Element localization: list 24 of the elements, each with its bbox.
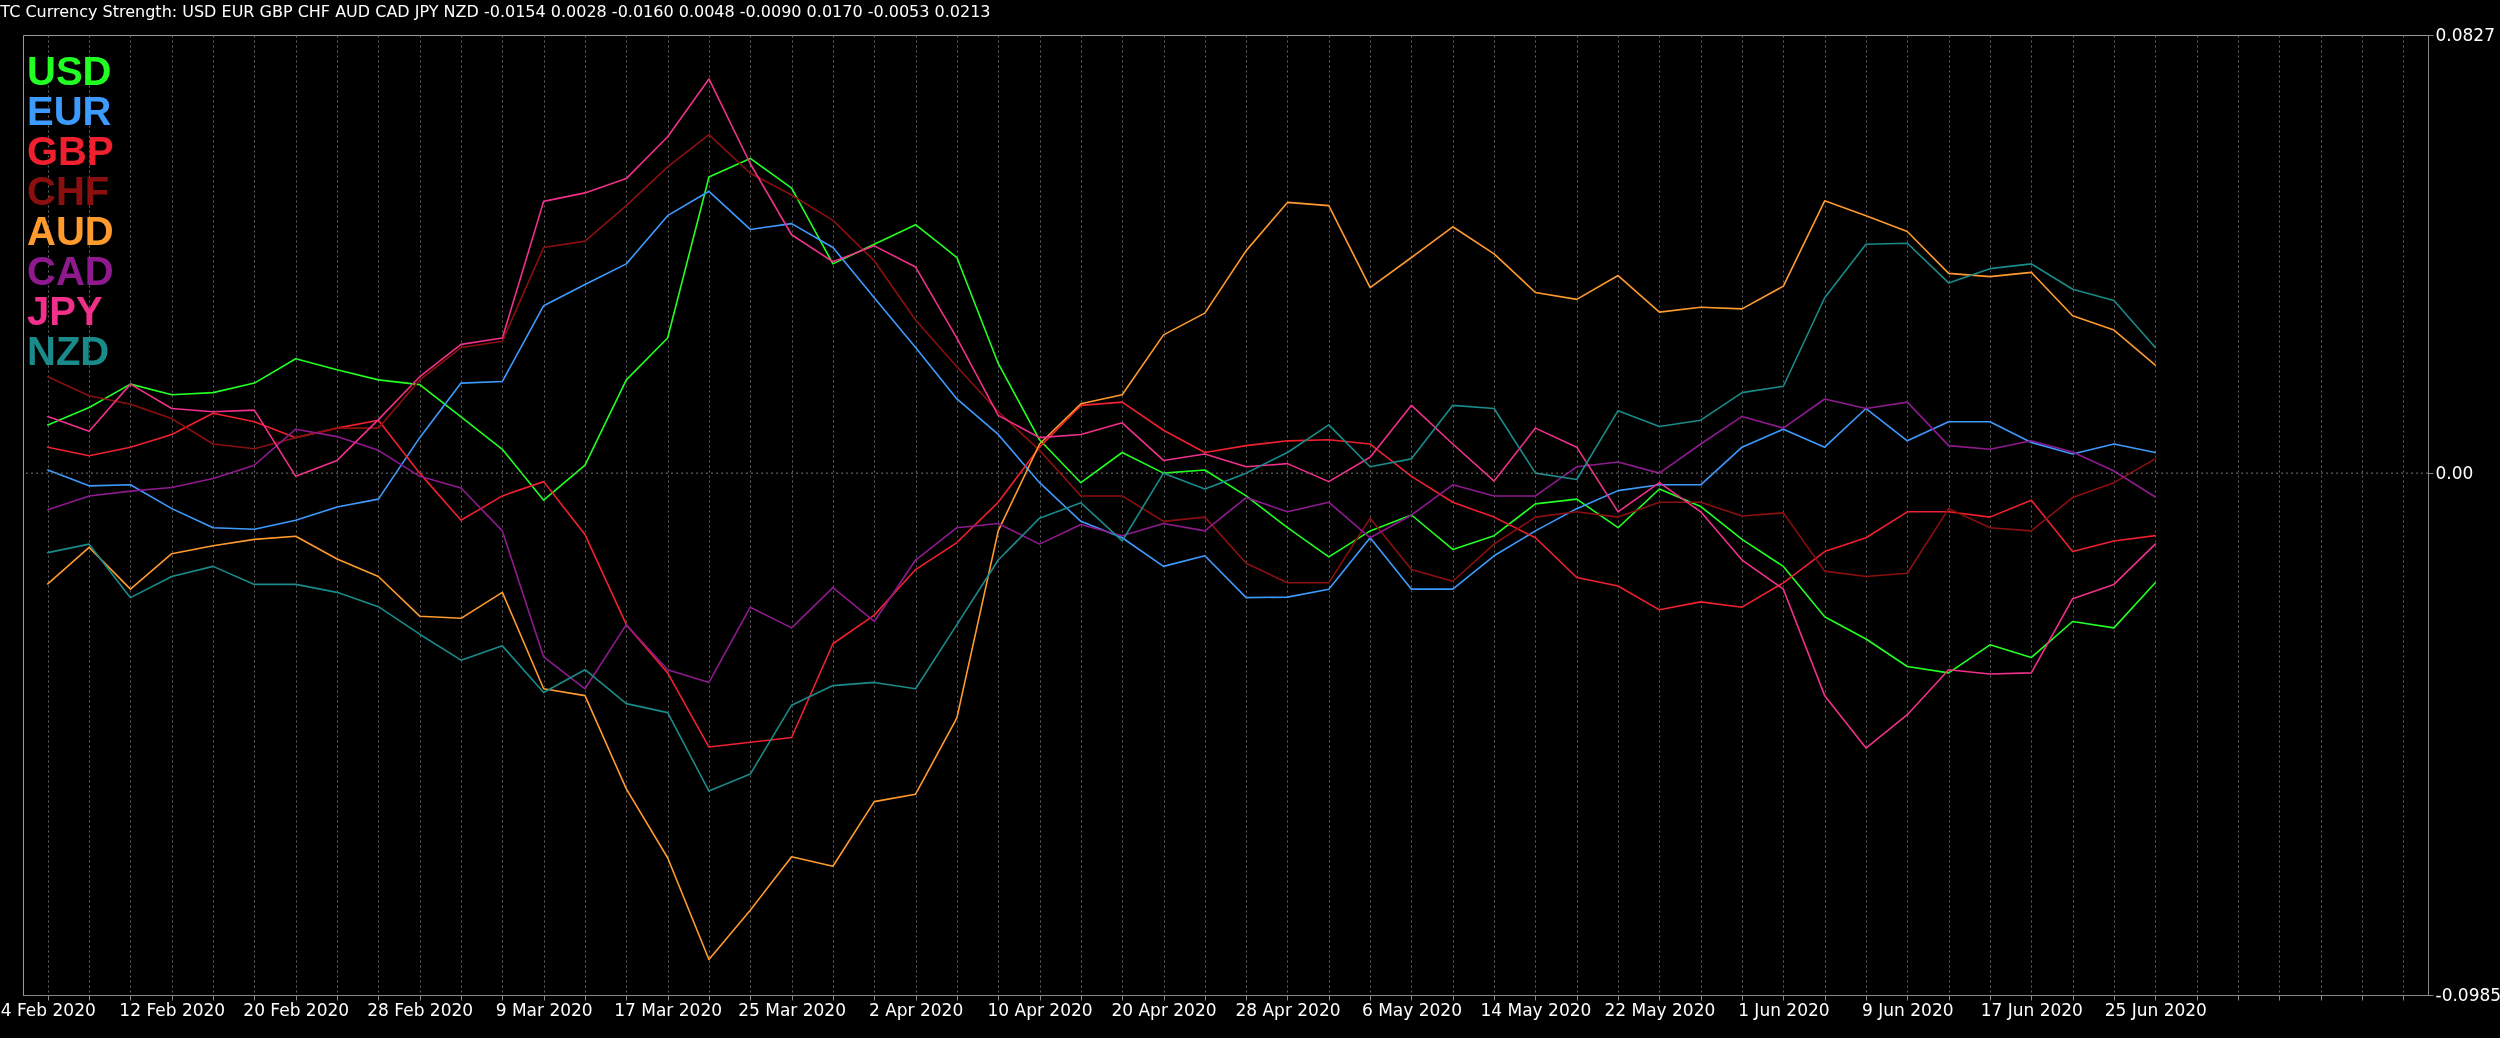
y-tick-label: 0.0827 (2435, 24, 2495, 45)
x-tick-label: 6 May 2020 (1361, 999, 1462, 1020)
x-tick-label: 12 Feb 2020 (119, 999, 226, 1020)
x-tick-label: 17 Mar 2020 (614, 999, 723, 1020)
x-tick-label: 9 Mar 2020 (495, 999, 593, 1020)
x-tick-label: 28 Apr 2020 (1235, 999, 1341, 1020)
x-tick-label: 14 May 2020 (1480, 999, 1592, 1020)
x-tick-label: 4 Feb 2020 (0, 999, 96, 1020)
x-tick-label: 22 May 2020 (1604, 999, 1716, 1020)
line-series (46, 398, 2157, 690)
line-series (46, 401, 2157, 748)
x-tick-label: 9 Jun 2020 (1862, 999, 1954, 1020)
x-tick-label: 25 Jun 2020 (2104, 999, 2207, 1020)
x-tick-label: 17 Jun 2020 (1980, 999, 2083, 1020)
x-tick-label: 1 Jun 2020 (1738, 999, 1830, 1020)
x-tick-label: 10 Apr 2020 (987, 999, 1093, 1020)
x-tick-label: 2 Apr 2020 (868, 999, 964, 1020)
x-tick-label: 20 Feb 2020 (243, 999, 350, 1020)
y-tick-label: 0.00 (2435, 462, 2474, 483)
x-tick-label: 20 Apr 2020 (1111, 999, 1217, 1020)
y-tick-label: -0.0985 (2435, 984, 2500, 1005)
x-tick-label: 25 Mar 2020 (738, 999, 846, 1020)
x-tick-label: 28 Feb 2020 (367, 999, 474, 1020)
chart-title: TC Currency Strength: USD EUR GBP CHF AUD CAD JPY NZD -0.0154 0.0028 -0.0160 0.0048 -0.0090 0.0170 -0.0053 0.0213 (0, 2, 991, 21)
